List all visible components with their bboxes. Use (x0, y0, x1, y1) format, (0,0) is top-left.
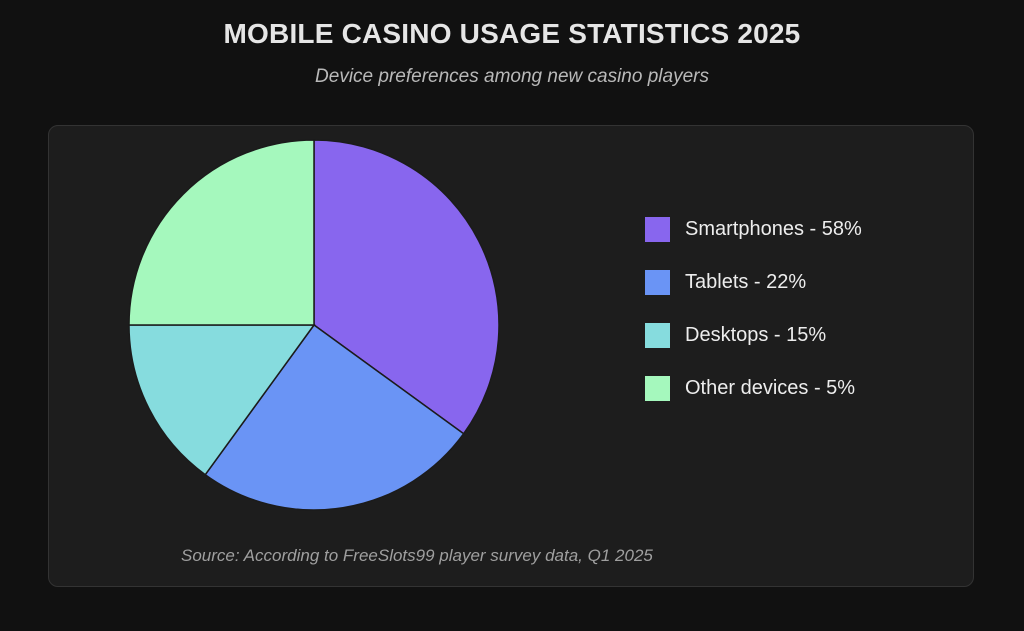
pie-slice-smartphones (313, 139, 500, 435)
chart-subtitle: Device preferences among new casino play… (315, 66, 709, 87)
legend-swatch (645, 376, 670, 401)
legend-swatch (645, 217, 670, 242)
chart-title: MOBILE CASINO USAGE STATISTICS 2025 (223, 18, 801, 49)
legend-item-smartphones: Smartphones - 58% (645, 216, 945, 243)
pie-slice-tablets (204, 323, 465, 511)
legend-item-desktops: Desktops - 15% (645, 322, 945, 349)
chart-card: Smartphones - 58% Tablets - 22% Desktops -… (48, 125, 974, 587)
pie-chart (128, 139, 500, 511)
legend-label: Tablets - 22% (685, 271, 807, 293)
legend-label: Smartphones - 58% (685, 218, 862, 240)
legend-label: Other devices - 5% (685, 377, 856, 399)
chart-legend: Smartphones - 58% Tablets - 22% Desktops -… (645, 216, 945, 428)
legend-item-other-devices: Other devices - 5% (645, 375, 945, 402)
pie-slice-desktops (128, 324, 316, 476)
legend-label: Desktops - 15% (685, 324, 827, 346)
legend-swatch (645, 270, 670, 295)
legend-swatch (645, 323, 670, 348)
pie-slice-other-devices (128, 139, 315, 326)
source-note: Source: According to FreeSlots99 player … (181, 546, 653, 565)
legend-item-tablets: Tablets - 22% (645, 269, 945, 296)
